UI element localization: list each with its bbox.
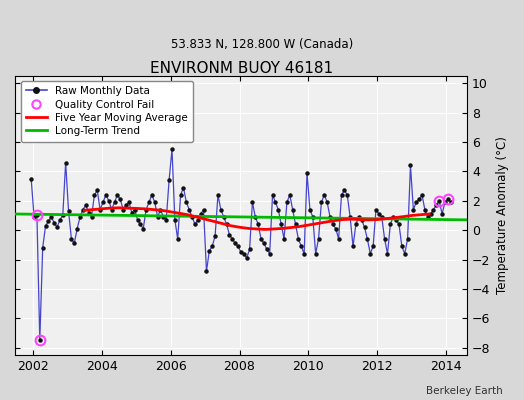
Y-axis label: Temperature Anomaly (°C): Temperature Anomaly (°C) xyxy=(496,136,509,294)
Text: Berkeley Earth: Berkeley Earth xyxy=(427,386,503,396)
Title: ENVIRONM BUOY 46181: ENVIRONM BUOY 46181 xyxy=(150,61,333,76)
Text: 53.833 N, 128.800 W (Canada): 53.833 N, 128.800 W (Canada) xyxy=(171,38,353,51)
Legend: Raw Monthly Data, Quality Control Fail, Five Year Moving Average, Long-Term Tren: Raw Monthly Data, Quality Control Fail, … xyxy=(20,81,193,142)
